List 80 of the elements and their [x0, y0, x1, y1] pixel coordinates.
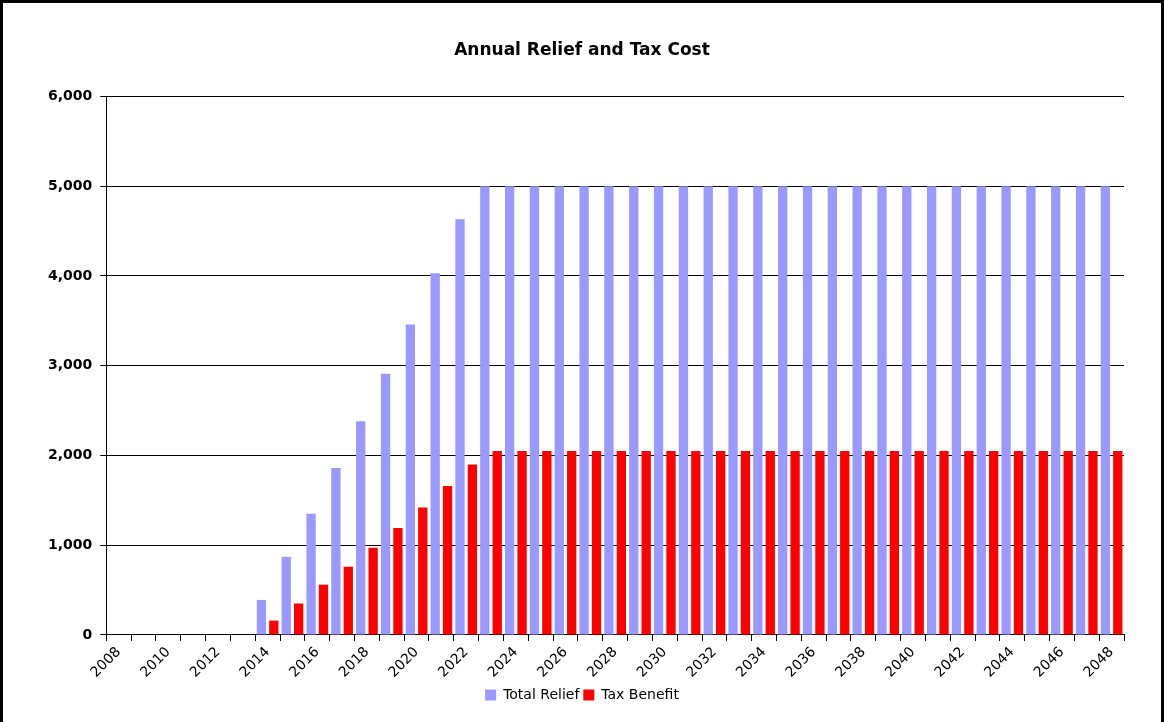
bar	[393, 528, 403, 635]
bar	[1038, 450, 1048, 635]
y-tick-label: 5,000	[47, 176, 93, 193]
bar	[951, 186, 962, 635]
bar	[1063, 450, 1073, 635]
bar	[653, 186, 664, 635]
y-tick-label: 4,000	[47, 266, 93, 283]
bar	[641, 450, 651, 635]
bar	[840, 450, 850, 635]
bar	[492, 450, 502, 635]
bar	[728, 186, 738, 635]
bar	[455, 219, 465, 635]
bar	[256, 599, 267, 635]
y-tick-label: 1,000	[47, 535, 93, 552]
bar	[827, 186, 837, 635]
bar	[715, 450, 726, 635]
bar	[1001, 186, 1011, 635]
bar	[1013, 450, 1024, 635]
bar	[691, 450, 701, 635]
bar	[926, 186, 937, 635]
bar	[902, 186, 912, 635]
y-tick-label: 6,000	[47, 87, 93, 104]
bar	[318, 584, 329, 635]
y-tick-label: 0	[82, 625, 93, 642]
bar	[1075, 186, 1086, 635]
bar	[1026, 186, 1036, 635]
chart-title: Annual Relief and Tax Cost	[454, 38, 710, 59]
bar	[467, 464, 478, 635]
y-tick-label: 2,000	[47, 446, 93, 463]
bar	[418, 507, 428, 635]
bar	[678, 186, 689, 635]
bar	[964, 450, 974, 635]
bar	[753, 186, 763, 635]
bar	[306, 513, 316, 635]
bar	[815, 450, 825, 635]
bar	[294, 603, 304, 635]
bar	[852, 186, 862, 635]
bar	[579, 186, 589, 635]
bar	[1051, 186, 1061, 635]
bar	[877, 186, 887, 635]
legend-label: Total Relief	[502, 685, 581, 702]
bar	[703, 186, 713, 635]
bar	[666, 450, 676, 635]
bar	[554, 186, 564, 635]
bar	[517, 450, 527, 635]
bar	[1100, 186, 1111, 635]
bar	[1088, 450, 1098, 635]
bar	[368, 547, 378, 635]
bar	[442, 485, 453, 635]
bar	[989, 450, 999, 635]
bar	[889, 450, 900, 635]
bar	[616, 450, 626, 635]
bar	[591, 450, 602, 635]
bar	[480, 186, 490, 635]
bar	[356, 421, 366, 635]
bar	[1113, 450, 1123, 635]
bar	[976, 186, 986, 635]
bar	[629, 186, 639, 635]
bar	[380, 373, 391, 635]
bar	[864, 450, 875, 635]
bar	[765, 450, 775, 635]
y-tick-label: 3,000	[47, 356, 93, 373]
bar	[430, 273, 440, 635]
bar	[343, 566, 353, 635]
bar	[790, 450, 800, 635]
bar	[802, 186, 813, 635]
bar	[567, 450, 577, 635]
bar	[269, 620, 279, 635]
bar	[529, 186, 540, 635]
bar	[604, 186, 614, 635]
bar	[542, 450, 552, 635]
bar	[778, 186, 788, 635]
bar	[405, 324, 416, 635]
legend-label: Tax Benefit	[600, 685, 680, 702]
bar	[504, 186, 515, 635]
bar	[914, 450, 924, 635]
bar	[740, 450, 751, 635]
bar	[281, 556, 291, 635]
bar	[331, 467, 341, 635]
bar	[939, 450, 949, 635]
